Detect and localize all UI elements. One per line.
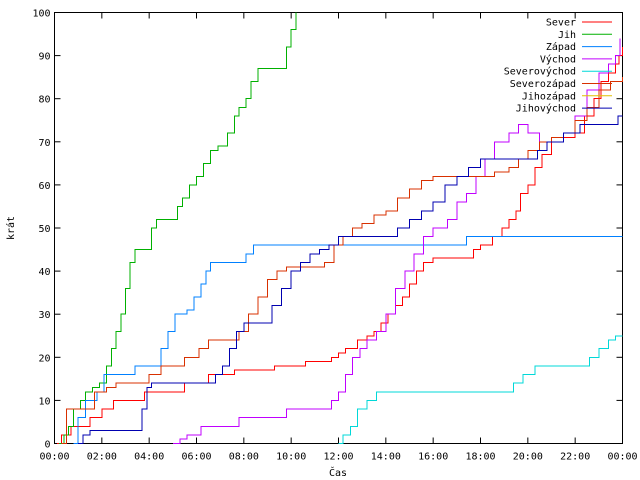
legend-label: Jihozápad [522, 90, 576, 102]
y-tick-label: 50 [38, 224, 50, 235]
legend-label: Severozápad [510, 78, 576, 90]
series-line-8 [78, 115, 623, 444]
y-axis-label: krát [5, 216, 17, 240]
x-tick-label: 18:00 [465, 452, 495, 463]
plot-area: 0 10 20 30 40 50 60 70 80 90 100 00:00 02:00 04:00 06… [32, 9, 637, 463]
y-tick-label: 70 [38, 138, 50, 149]
series-line-3 [73, 236, 623, 444]
y-axis: 0 10 20 30 40 50 60 70 80 90 100 [32, 9, 623, 451]
x-tick-label: 02:00 [87, 452, 117, 463]
y-tick-label: 60 [38, 181, 50, 192]
x-tick-label: 00:00 [607, 452, 637, 463]
x-tick-label: 14:00 [371, 452, 401, 463]
series-line-2 [59, 12, 297, 444]
y-tick-label: 40 [38, 267, 50, 278]
x-tick-label: 06:00 [181, 452, 211, 463]
y-tick-label: 80 [38, 95, 50, 106]
legend-label: Východ [540, 53, 576, 65]
legend-label: Severovýchod [504, 66, 576, 78]
x-tick-label: 04:00 [134, 452, 164, 463]
x-tick-label: 00:00 [39, 452, 69, 463]
y-tick-label: 100 [32, 9, 50, 20]
legend-label: Západ [546, 41, 576, 53]
x-tick-label: 22:00 [560, 452, 590, 463]
x-tick-label: 16:00 [418, 452, 448, 463]
x-tick-label: 12:00 [323, 452, 353, 463]
x-tick-label: 10:00 [276, 452, 306, 463]
y-tick-label: 90 [38, 52, 50, 63]
y-tick-label: 10 [38, 396, 50, 407]
y-tick-label: 0 [44, 440, 50, 451]
series-layer [56, 12, 623, 444]
legend-label: Jihovýchod [516, 103, 576, 115]
series-line-6 [61, 77, 623, 444]
legend-label: Jih [558, 30, 576, 41]
x-tick-label: 20:00 [513, 452, 543, 463]
x-axis-label: Čas [329, 466, 347, 479]
legend: SeverJihZápadVýchodSeverovýchodSeverozáp… [504, 18, 612, 115]
y-tick-label: 20 [38, 353, 50, 364]
y-tick-label: 30 [38, 310, 50, 321]
x-axis: 00:00 02:00 04:00 06:00 08:00 10:00 12:00 14:00… [39, 12, 638, 463]
x-tick-label: 08:00 [229, 452, 259, 463]
legend-label: Sever [546, 18, 576, 29]
series-line-5 [338, 335, 623, 444]
